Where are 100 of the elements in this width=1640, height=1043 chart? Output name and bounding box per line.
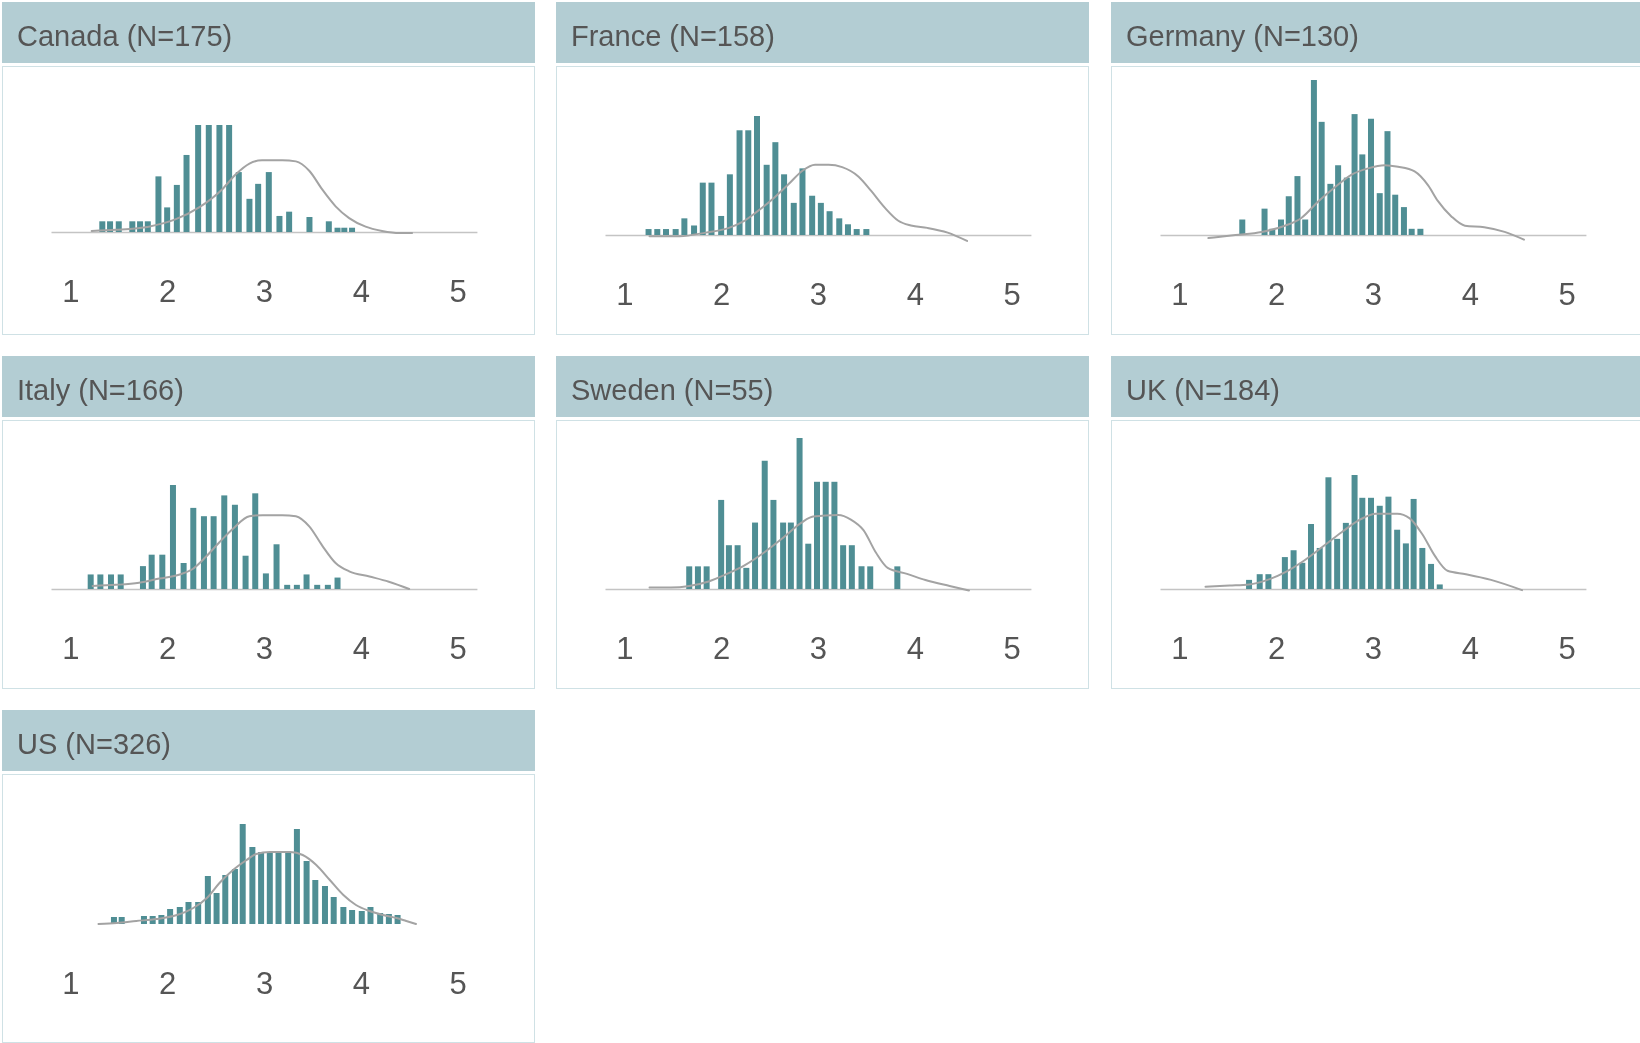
bar [204, 876, 211, 924]
bar [1308, 524, 1315, 589]
bar [1392, 194, 1399, 235]
x-tick-label: 2 [1268, 276, 1286, 312]
x-tick-label: 5 [449, 630, 467, 666]
bar [349, 227, 356, 232]
bar [213, 893, 220, 924]
bar [1316, 547, 1323, 589]
bar [169, 485, 176, 589]
bar [1402, 543, 1409, 589]
bar [1368, 497, 1375, 589]
bar [285, 852, 292, 924]
bar [681, 218, 688, 235]
bar [1281, 557, 1288, 589]
x-tick-label: 5 [1003, 630, 1021, 666]
bar [817, 202, 824, 235]
bar [772, 142, 779, 235]
bar [787, 522, 794, 589]
bar [330, 897, 337, 924]
bar [809, 195, 816, 235]
bar [312, 880, 319, 924]
bar [1419, 547, 1426, 589]
bar [703, 566, 710, 589]
bar [303, 574, 310, 589]
bar [1408, 228, 1415, 235]
bar [358, 911, 365, 924]
bar [699, 182, 706, 235]
x-tick-label: 3 [809, 630, 828, 666]
bar [761, 460, 768, 589]
bar [1385, 496, 1392, 589]
x-tick-label: 1 [1171, 630, 1189, 666]
bar [780, 522, 787, 589]
bar [173, 184, 180, 232]
x-tick-label: 5 [449, 273, 467, 309]
x-tick-label: 2 [159, 273, 177, 309]
bar [894, 566, 901, 589]
bar [694, 566, 701, 589]
bar [293, 829, 300, 924]
bar [231, 504, 238, 589]
bar [1410, 498, 1417, 589]
bar [246, 198, 253, 232]
x-tick-label: 4 [906, 630, 924, 666]
bar [1335, 165, 1342, 235]
bar [662, 229, 669, 235]
x-tick-label: 2 [159, 630, 177, 666]
bar [221, 495, 228, 589]
bar [286, 211, 293, 232]
bar [1343, 177, 1350, 235]
x-tick-label: 1 [1171, 276, 1189, 312]
bar [216, 125, 223, 232]
x-tick-label: 1 [62, 965, 80, 1001]
bar [826, 211, 833, 235]
chart-title: Italy (N=166) [2, 356, 535, 417]
bar [1417, 228, 1424, 235]
bar [235, 172, 242, 232]
x-tick-label: 1 [616, 630, 634, 666]
bar [672, 229, 679, 235]
x-tick-label: 2 [159, 965, 177, 1001]
x-tick-label: 4 [1461, 630, 1479, 666]
chart-title: UK (N=184) [1111, 356, 1640, 417]
bar [1368, 118, 1375, 235]
bar [284, 584, 291, 589]
bar [231, 869, 238, 924]
bar [836, 218, 843, 235]
bar [325, 221, 332, 232]
x-tick-label: 2 [1268, 630, 1286, 666]
bar [736, 130, 743, 235]
bar [863, 229, 870, 235]
bar [1342, 522, 1349, 589]
bar [770, 499, 777, 589]
bar [686, 566, 693, 589]
x-tick-label: 1 [62, 273, 80, 309]
bar [853, 229, 860, 235]
bar [796, 438, 803, 589]
bar [87, 574, 94, 589]
bar [293, 584, 300, 589]
bar [249, 847, 256, 924]
bar [1428, 563, 1435, 589]
bar [1394, 529, 1401, 589]
bar [164, 207, 171, 232]
bar [725, 545, 732, 589]
chart-title: Canada (N=175) [2, 2, 535, 63]
x-tick-label: 3 [1364, 276, 1383, 312]
chart-title: Germany (N=130) [1111, 2, 1640, 63]
bar [159, 554, 166, 589]
bar [324, 584, 331, 589]
x-tick-label: 5 [1003, 276, 1021, 312]
bar [858, 566, 865, 589]
x-tick-label: 2 [713, 630, 731, 666]
x-tick-label: 3 [255, 630, 274, 666]
bar [844, 224, 851, 235]
x-tick-label: 3 [1364, 630, 1383, 666]
bar [1400, 207, 1407, 235]
x-tick-label: 5 [449, 965, 467, 1001]
bar [745, 130, 752, 235]
bar [1318, 121, 1325, 235]
bar [822, 481, 829, 589]
bar [200, 516, 207, 589]
bar [831, 481, 838, 589]
bar [753, 116, 760, 235]
